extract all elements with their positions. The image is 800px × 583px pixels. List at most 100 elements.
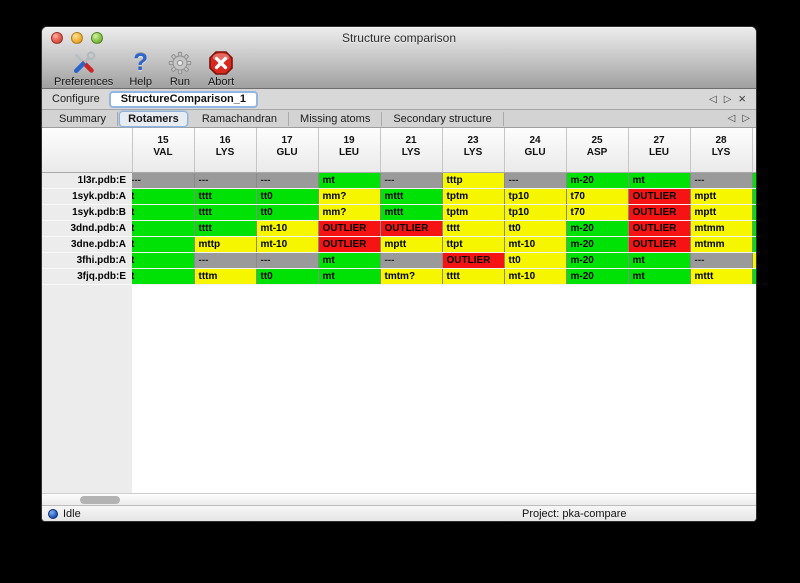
rotamer-cell[interactable]: OUTLIER <box>442 252 505 269</box>
rotamer-cell[interactable]: tptm <box>442 204 505 221</box>
rotamer-cell[interactable]: mptt <box>690 188 753 205</box>
clipped-rotamer-cell[interactable] <box>752 204 756 221</box>
rotamer-cell[interactable]: --- <box>380 172 443 189</box>
rotamer-cell[interactable]: tttt <box>442 268 505 285</box>
rotamer-cell[interactable]: tptm <box>442 188 505 205</box>
rotamer-cell[interactable]: m-20 <box>566 220 629 237</box>
rotamer-cell[interactable]: mt-10 <box>504 236 567 253</box>
rotamer-cell[interactable]: mt <box>318 268 381 285</box>
rotamer-cell[interactable]: --- <box>504 172 567 189</box>
rotamer-cell[interactable]: mptt <box>380 236 443 253</box>
rotamer-cell[interactable]: tt0 <box>504 252 567 269</box>
prev-arrow-icon[interactable]: ◁ <box>709 93 717 105</box>
rotamer-cell[interactable]: --- <box>256 252 319 269</box>
rotamer-cell[interactable]: t70 <box>566 204 629 221</box>
rotamer-cell[interactable]: --- <box>194 172 257 189</box>
rotamer-cell[interactable]: OUTLIER <box>628 236 691 253</box>
rotamer-cell[interactable]: --- <box>690 252 753 269</box>
rotamer-cell[interactable]: tttt <box>194 220 257 237</box>
close-button[interactable] <box>51 32 63 44</box>
rotamer-cell[interactable]: --- <box>194 252 257 269</box>
rotamer-cell[interactable]: mtmm <box>690 236 753 253</box>
clipped-rotamer-cell[interactable] <box>752 220 756 237</box>
rotamer-cell[interactable]: ttpt <box>442 236 505 253</box>
close-config-icon[interactable]: × <box>738 91 746 106</box>
clipped-rotamer-cell[interactable] <box>752 236 756 253</box>
rotamer-cell[interactable]: tttm <box>194 268 257 285</box>
rotamer-cell[interactable]: OUTLIER <box>628 220 691 237</box>
rotamer-cell[interactable]: tp10 <box>504 188 567 205</box>
rotamer-cell[interactable]: --- <box>256 172 319 189</box>
rotamer-cell[interactable]: --- <box>132 172 195 189</box>
rotamer-cell[interactable]: mttt <box>380 204 443 221</box>
rotamer-cell[interactable]: tt0 <box>504 220 567 237</box>
next-arrow-icon[interactable]: ▷ <box>742 113 750 124</box>
rotamer-cell[interactable]: mm? <box>318 188 381 205</box>
rotamer-cell[interactable]: tt0 <box>256 188 319 205</box>
tab-secondary-structure[interactable]: Secondary structure <box>382 111 504 126</box>
rotamer-cell[interactable]: mt <box>318 252 381 269</box>
preferences-button[interactable]: Preferences <box>54 49 113 88</box>
zoom-button[interactable] <box>91 32 103 44</box>
clipped-rotamer-cell[interactable] <box>752 172 756 189</box>
clipped-rotamer-cell[interactable] <box>752 188 756 205</box>
rotamer-cell[interactable]: tt0 <box>256 204 319 221</box>
rotamer-cell[interactable]: t <box>132 268 195 285</box>
horizontal-scrollbar[interactable] <box>42 493 756 505</box>
minimize-button[interactable] <box>71 32 83 44</box>
table-row: 3fjq.pdb:Ettttmtt0mttmtm?ttttmt-10m-20mt… <box>42 268 756 285</box>
run-button[interactable]: Run <box>168 49 192 88</box>
next-arrow-icon[interactable]: ▷ <box>723 93 732 105</box>
rotamer-cell[interactable]: mt-10 <box>256 220 319 237</box>
rotamer-cell[interactable]: t70 <box>566 188 629 205</box>
rotamer-cell[interactable]: mttt <box>380 188 443 205</box>
rotamer-cell[interactable]: mttp <box>194 236 257 253</box>
tab-missing-atoms[interactable]: Missing atoms <box>289 111 383 126</box>
rotamer-cell[interactable]: mt <box>628 252 691 269</box>
rotamer-cell[interactable]: mttt <box>690 268 753 285</box>
rotamer-cell[interactable]: mm? <box>318 204 381 221</box>
rotamer-cell[interactable]: t <box>132 188 195 205</box>
tab-summary[interactable]: Summary <box>48 111 119 126</box>
rotamer-cell[interactable]: m-20 <box>566 236 629 253</box>
prev-arrow-icon[interactable]: ◁ <box>727 113 736 124</box>
rotamer-cell[interactable]: mptt <box>690 204 753 221</box>
rotamer-cell[interactable]: mt-10 <box>504 268 567 285</box>
rotamer-cell[interactable]: m-20 <box>566 172 629 189</box>
abort-button[interactable]: Abort <box>208 49 234 88</box>
rotamer-cell[interactable]: --- <box>690 172 753 189</box>
rotamer-cell[interactable]: t <box>132 220 195 237</box>
rotamer-cell[interactable]: tttp <box>442 172 505 189</box>
rotamer-cell[interactable]: mt <box>628 172 691 189</box>
rotamer-cell[interactable]: OUTLIER <box>628 204 691 221</box>
rotamer-cell[interactable]: mt-10 <box>256 236 319 253</box>
rotamer-cell[interactable]: mt <box>628 268 691 285</box>
rotamer-cell[interactable]: tttt <box>194 188 257 205</box>
rotamer-cell[interactable]: mt <box>318 172 381 189</box>
rotamer-cell[interactable]: tmtm? <box>380 268 443 285</box>
rotamer-cell[interactable]: t <box>132 204 195 221</box>
clipped-rotamer-cell[interactable] <box>752 268 756 285</box>
rotamer-cell[interactable]: m-20 <box>566 252 629 269</box>
help-button[interactable]: ? Help <box>129 49 152 88</box>
rotamer-cell[interactable]: m-20 <box>566 268 629 285</box>
rotamer-cell[interactable]: t <box>132 236 195 253</box>
rotamer-cell[interactable]: tp10 <box>504 204 567 221</box>
tab-rotamers[interactable]: Rotamers <box>119 110 188 127</box>
rotamer-cell[interactable]: mtmm <box>690 220 753 237</box>
tab-ramachandran[interactable]: Ramachandran <box>191 111 290 126</box>
rotamer-cell[interactable]: tttt <box>194 204 257 221</box>
configuration-tab[interactable]: StructureComparison_1 <box>108 90 259 108</box>
rotamer-cell[interactable]: OUTLIER <box>318 236 381 253</box>
rotamer-cell[interactable]: OUTLIER <box>628 188 691 205</box>
rotamer-cell[interactable]: OUTLIER <box>380 220 443 237</box>
scrollbar-thumb[interactable] <box>80 496 120 504</box>
rotamer-cell[interactable]: t <box>132 252 195 269</box>
rotamer-cell[interactable]: tt0 <box>256 268 319 285</box>
rotamer-cell[interactable]: --- <box>380 252 443 269</box>
table-row: 1syk.pdb:Attttttt0mm?mttttptmtp10t70OUTL… <box>42 188 756 205</box>
rotamer-cell[interactable]: OUTLIER <box>318 220 381 237</box>
clipped-rotamer-cell[interactable] <box>752 252 756 269</box>
title-bar[interactable]: Structure comparison <box>42 27 756 48</box>
rotamer-cell[interactable]: tttt <box>442 220 505 237</box>
